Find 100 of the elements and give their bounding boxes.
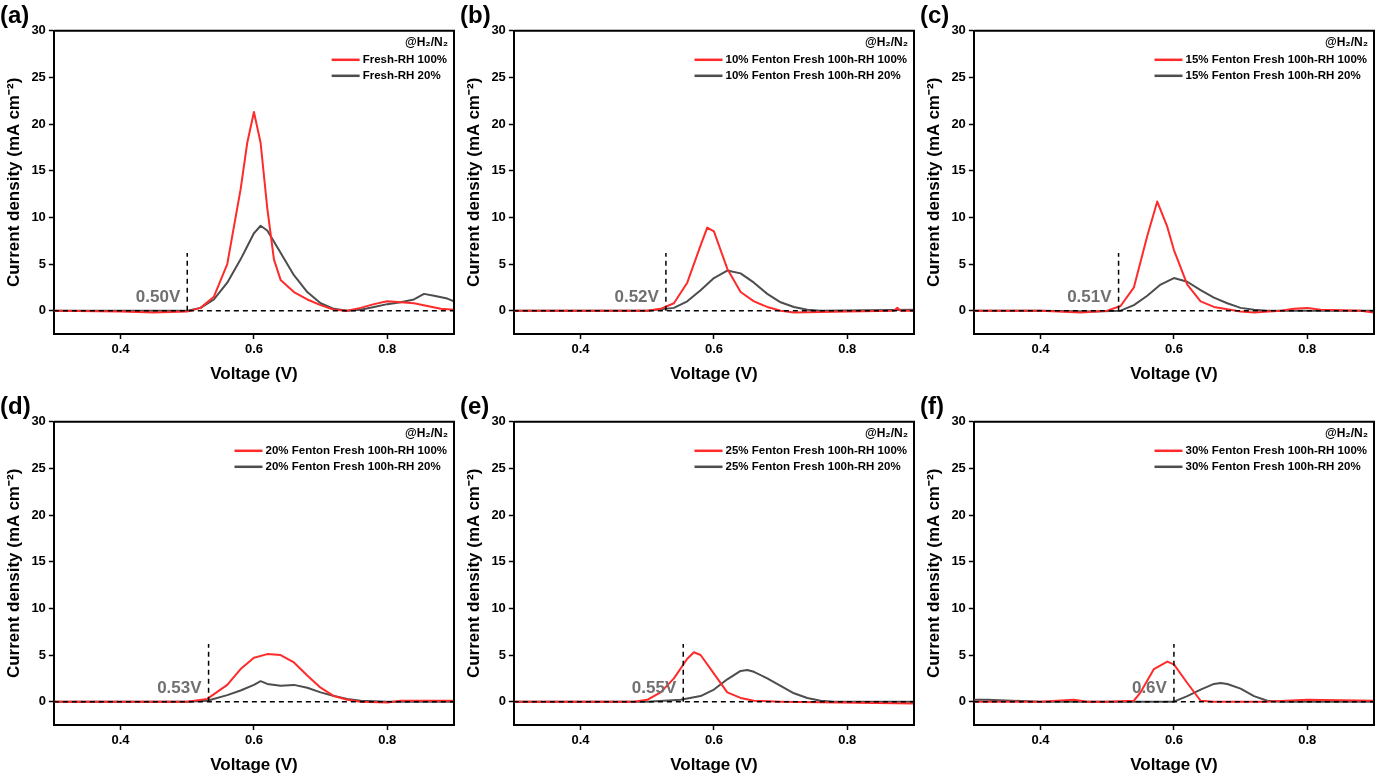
- x-tick-label: 0.6: [244, 732, 263, 748]
- y-axis-title: Current density (mA cm⁻²): [3, 468, 23, 679]
- legend-label: 15% Fenton Fresh 100h-RH 20%: [1185, 68, 1361, 81]
- y-axis-title: Current density (mA cm⁻²): [463, 77, 483, 288]
- y-tick-label: 0: [958, 302, 966, 318]
- y-tick-label: 10: [31, 208, 46, 224]
- x-axis-title: Voltage (V): [670, 755, 758, 775]
- y-axis-title: Current density (mA cm⁻²): [3, 77, 23, 288]
- y-tick-label: 30: [951, 22, 966, 38]
- annotation: @H₂/N₂: [864, 35, 908, 50]
- y-tick-label: 15: [951, 553, 966, 569]
- x-axis-title: Voltage (V): [1130, 364, 1218, 384]
- y-tick-label: 0: [38, 693, 46, 709]
- x-axis-title: Voltage (V): [210, 364, 298, 384]
- x-tick-label: 0.6: [704, 732, 723, 748]
- y-tick-label: 10: [951, 208, 966, 224]
- legend-label: Fresh-RH 20%: [362, 68, 441, 81]
- x-tick-label: 0.4: [571, 732, 591, 748]
- y-tick-label: 5: [498, 646, 506, 662]
- y-axis-title: Current density (mA cm⁻²): [923, 468, 943, 679]
- y-tick-label: 5: [958, 255, 966, 271]
- y-tick-label: 30: [31, 22, 46, 38]
- annotation: @H₂/N₂: [404, 35, 448, 50]
- y-tick-label: 5: [498, 255, 506, 271]
- chart-title: (f): [920, 392, 944, 420]
- y-tick-label: 25: [951, 460, 966, 476]
- y-tick-label: 15: [951, 162, 966, 178]
- legend-label: 30% Fenton Fresh 100h-RH 100%: [1185, 443, 1368, 456]
- legend-label: 20% Fenton Fresh 100h-RH 20%: [265, 459, 441, 472]
- x-tick-label: 0.6: [704, 341, 723, 357]
- y-tick-label: 30: [31, 413, 46, 429]
- x-tick-label: 0.6: [1164, 732, 1183, 748]
- y-tick-label: 25: [491, 69, 506, 85]
- y-tick-label: 15: [491, 553, 506, 569]
- y-tick-label: 10: [491, 599, 506, 615]
- chart-title: (c): [920, 1, 950, 29]
- y-tick-label: 10: [491, 208, 506, 224]
- x-axis-title: Voltage (V): [210, 755, 298, 775]
- y-axis-title: Current density (mA cm⁻²): [923, 77, 943, 288]
- y-tick-label: 10: [951, 599, 966, 615]
- ref-line-label: 0.51V: [1067, 286, 1113, 306]
- x-tick-label: 0.4: [1031, 341, 1051, 357]
- x-tick-label: 0.6: [1164, 341, 1183, 357]
- legend-label: Fresh-RH 100%: [362, 52, 448, 65]
- legend-label: 25% Fenton Fresh 100h-RH 20%: [725, 459, 901, 472]
- x-tick-label: 0.4: [571, 341, 591, 357]
- y-tick-label: 20: [31, 115, 46, 131]
- y-tick-label: 10: [31, 599, 46, 615]
- y-tick-label: 20: [951, 506, 966, 522]
- annotation: @H₂/N₂: [404, 426, 448, 441]
- ref-line-label: 0.52V: [614, 286, 660, 306]
- y-tick-label: 5: [38, 255, 46, 271]
- ref-line-label: 0.50V: [135, 286, 181, 306]
- y-tick-label: 15: [31, 553, 46, 569]
- x-tick-label: 0.8: [838, 341, 857, 357]
- chart-title: (a): [0, 1, 30, 29]
- legend-label: 30% Fenton Fresh 100h-RH 20%: [1185, 459, 1361, 472]
- y-tick-label: 0: [498, 693, 506, 709]
- y-tick-label: 5: [38, 646, 46, 662]
- y-tick-label: 20: [491, 506, 506, 522]
- legend-label: 20% Fenton Fresh 100h-RH 100%: [265, 443, 448, 456]
- chart-title: (d): [0, 392, 31, 420]
- x-tick-label: 0.8: [1298, 341, 1317, 357]
- y-tick-label: 0: [38, 302, 46, 318]
- y-tick-label: 25: [31, 460, 46, 476]
- y-tick-label: 15: [31, 162, 46, 178]
- y-axis-title: Current density (mA cm⁻²): [463, 468, 483, 679]
- x-tick-label: 0.8: [1298, 732, 1317, 748]
- y-tick-label: 30: [951, 413, 966, 429]
- x-axis-title: Voltage (V): [670, 364, 758, 384]
- x-tick-label: 0.8: [378, 341, 397, 357]
- y-tick-label: 0: [958, 693, 966, 709]
- chart-title: (b): [460, 1, 491, 29]
- annotation: @H₂/N₂: [1324, 35, 1368, 50]
- legend-label: 15% Fenton Fresh 100h-RH 100%: [1185, 52, 1368, 65]
- legend-label: 25% Fenton Fresh 100h-RH 100%: [725, 443, 908, 456]
- y-tick-label: 30: [491, 22, 506, 38]
- x-tick-label: 0.6: [244, 341, 263, 357]
- y-tick-label: 20: [491, 115, 506, 131]
- y-tick-label: 30: [491, 413, 506, 429]
- x-tick-label: 0.8: [378, 732, 397, 748]
- annotation: @H₂/N₂: [1324, 426, 1368, 441]
- y-tick-label: 20: [31, 506, 46, 522]
- y-tick-label: 20: [951, 115, 966, 131]
- legend-label: 10% Fenton Fresh 100h-RH 100%: [725, 52, 908, 65]
- y-tick-label: 5: [958, 646, 966, 662]
- x-tick-label: 0.8: [838, 732, 857, 748]
- y-tick-label: 15: [491, 162, 506, 178]
- x-tick-label: 0.4: [1031, 732, 1051, 748]
- ref-line-label: 0.53V: [157, 677, 203, 697]
- y-tick-label: 25: [31, 69, 46, 85]
- legend-label: 10% Fenton Fresh 100h-RH 20%: [725, 68, 901, 81]
- y-tick-label: 25: [491, 460, 506, 476]
- y-tick-label: 25: [951, 69, 966, 85]
- annotation: @H₂/N₂: [864, 426, 908, 441]
- y-tick-label: 0: [498, 302, 506, 318]
- chart-title: (e): [460, 392, 490, 420]
- x-axis-title: Voltage (V): [1130, 755, 1218, 775]
- x-tick-label: 0.4: [111, 732, 131, 748]
- x-tick-label: 0.4: [111, 341, 131, 357]
